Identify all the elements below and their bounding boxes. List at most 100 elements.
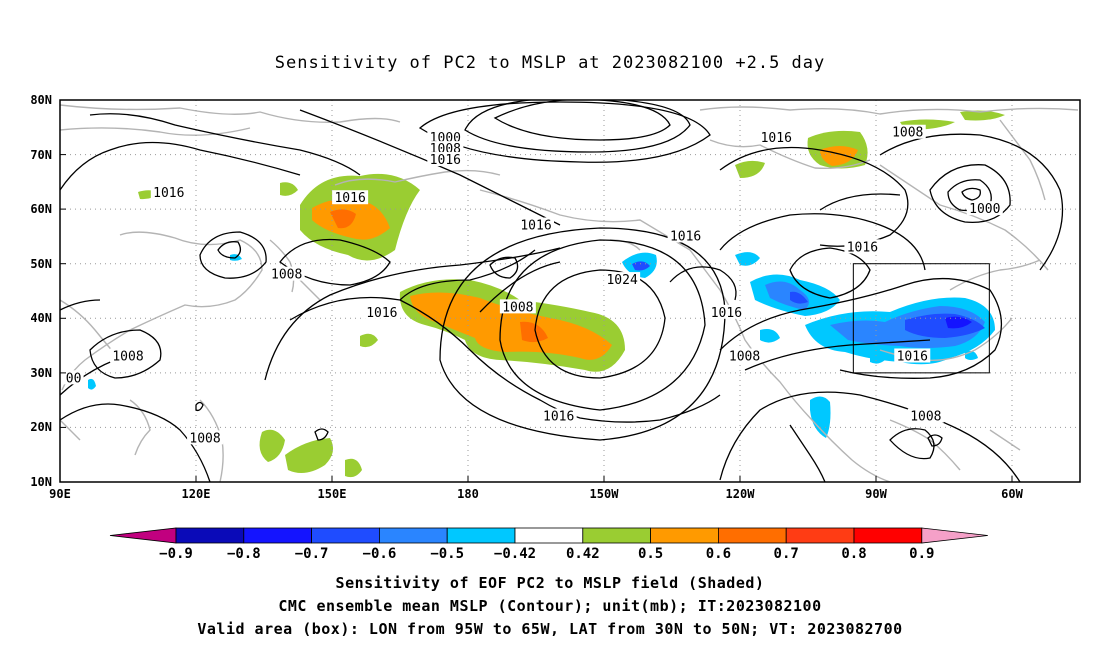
colorbar-tick-label: 0.8 bbox=[841, 546, 866, 562]
colorbar-cell bbox=[446, 527, 516, 544]
contour-label-bg bbox=[499, 299, 536, 314]
contour-label: 1008 bbox=[729, 349, 760, 364]
lon-tick-label: 120E bbox=[182, 487, 211, 501]
colorbar-cell bbox=[582, 527, 651, 544]
contour-label-bg bbox=[518, 217, 554, 232]
colorbar-tick-label: 0.7 bbox=[774, 546, 799, 562]
lon-tick-label: 120W bbox=[726, 487, 756, 501]
colorbar-tick-label: 0.9 bbox=[909, 546, 934, 562]
colorbar-tick-label: −0.9 bbox=[159, 546, 193, 562]
negative-sensitivity-shading bbox=[88, 252, 995, 438]
contour-label-bg bbox=[268, 266, 305, 281]
contour-label-bg bbox=[758, 130, 795, 145]
colorbar-cell bbox=[243, 527, 313, 544]
contour-label: 1024 bbox=[606, 273, 637, 288]
lat-tick-label: 10N bbox=[30, 475, 52, 489]
contour-label: 1016 bbox=[520, 219, 551, 234]
colorbar-tick-label: −0.7 bbox=[295, 546, 329, 562]
contour-label-bg bbox=[966, 201, 1003, 216]
caption-line-3: Valid area (box): LON from 95W to 65W, L… bbox=[197, 620, 902, 638]
contour-label: 1008 bbox=[502, 300, 533, 315]
colorbar-cell bbox=[378, 527, 448, 544]
figure-title: Sensitivity of PC2 to MSLP at 2023082100… bbox=[275, 53, 826, 73]
contour-label: 1016 bbox=[543, 410, 574, 425]
contour-label: 1008 bbox=[910, 410, 941, 425]
contour-label: 1016 bbox=[711, 306, 742, 321]
colorbar-cell bbox=[785, 527, 855, 544]
contour-label-bg bbox=[150, 184, 187, 199]
contour-label-bg bbox=[427, 152, 464, 167]
colorbar-cell-max bbox=[921, 527, 988, 544]
contour-label: 00 bbox=[66, 371, 82, 386]
colorbar-cell bbox=[311, 527, 380, 544]
colorbar-cell-min bbox=[109, 527, 177, 544]
longitude-axis: 90E 120E 150E 180 150W 120W 90W 60W bbox=[49, 487, 1023, 501]
lat-tick-label: 30N bbox=[30, 366, 52, 380]
colorbar-labels: −0.9 −0.8 −0.7 −0.6 −0.5 −0.42 0.42 0.5 0.6 0.7 0.… bbox=[159, 546, 934, 562]
contour-label: 1008 bbox=[112, 349, 143, 364]
contour-label: 1000 bbox=[969, 202, 1000, 217]
contour-label-bg bbox=[604, 272, 641, 287]
contour-label-bg bbox=[427, 130, 464, 145]
contour-label-bg bbox=[187, 430, 224, 445]
colorbar-tick-label: −0.8 bbox=[227, 546, 261, 562]
contour-label-bg bbox=[844, 239, 881, 254]
contour-label: 1016 bbox=[153, 186, 184, 201]
contour-label: 1016 bbox=[761, 131, 792, 146]
lon-tick-label: 180 bbox=[457, 487, 479, 501]
contour-label: 1016 bbox=[670, 229, 701, 244]
colorbar-cell bbox=[853, 527, 923, 544]
lon-tick-label: 90E bbox=[49, 487, 71, 501]
contour-label-bg bbox=[894, 348, 931, 363]
colorbar-tick-label: −0.6 bbox=[363, 546, 397, 562]
contour-label: 1016 bbox=[430, 153, 461, 168]
map-frame bbox=[59, 99, 1081, 483]
colorbar: −0.9 −0.8 −0.7 −0.6 −0.5 −0.42 0.42 0.5 0.6 0.7 0.… bbox=[109, 527, 988, 562]
contour-label-bg bbox=[889, 124, 926, 139]
colorbar-cell bbox=[718, 527, 787, 544]
contour-label-bg bbox=[667, 228, 704, 243]
axis-ticks bbox=[59, 99, 1013, 483]
colorbar-tick-label: −0.42 bbox=[494, 546, 536, 562]
contour-label-bg bbox=[540, 408, 577, 423]
lat-tick-label: 40N bbox=[30, 311, 52, 325]
lat-tick-label: 70N bbox=[30, 148, 52, 162]
contour-label-bg bbox=[427, 141, 464, 156]
contour-label-bg bbox=[907, 408, 944, 423]
lon-tick-label: 90W bbox=[865, 487, 887, 501]
contour-label-bg bbox=[332, 190, 369, 205]
contour-label-bg bbox=[110, 348, 146, 363]
lon-tick-label: 150W bbox=[590, 487, 620, 501]
caption: Sensitivity of EOF PC2 to MSLP field (Sh… bbox=[197, 574, 902, 638]
lat-tick-label: 60N bbox=[30, 202, 52, 216]
valid-area-box bbox=[852, 263, 990, 374]
contour-label: 1008 bbox=[271, 268, 302, 283]
contour-label: 1008 bbox=[892, 126, 923, 141]
positive-sensitivity-shading bbox=[138, 110, 1005, 478]
latitude-axis: 80N 70N 60N 50N 40N 30N 20N 10N bbox=[30, 93, 52, 489]
colorbar-cell bbox=[514, 527, 584, 544]
contour-label: 1008 bbox=[189, 431, 220, 446]
lat-tick-label: 50N bbox=[30, 257, 52, 271]
map-background bbox=[60, 100, 1080, 482]
lon-tick-label: 150E bbox=[318, 487, 347, 501]
contour-label-bg bbox=[708, 304, 745, 319]
colorbar-tick-label: 0.42 bbox=[566, 546, 600, 562]
colorbar-cell bbox=[175, 527, 245, 544]
lat-tick-label: 20N bbox=[30, 420, 52, 434]
contour-label-bg bbox=[363, 304, 400, 319]
lat-tick-label: 80N bbox=[30, 93, 52, 107]
contour-label-bg bbox=[726, 348, 763, 363]
colorbar-cells bbox=[109, 527, 988, 544]
lon-tick-label: 60W bbox=[1001, 487, 1023, 501]
colorbar-tick-label: 0.5 bbox=[638, 546, 663, 562]
colorbar-cell bbox=[650, 527, 719, 544]
contour-label: 1016 bbox=[334, 191, 365, 206]
colorbar-tick-label: 0.6 bbox=[706, 546, 731, 562]
caption-line-2: CMC ensemble mean MSLP (Contour); unit(m… bbox=[278, 597, 821, 615]
contour-label: 1016 bbox=[847, 240, 878, 255]
caption-line-1: Sensitivity of EOF PC2 to MSLP field (Sh… bbox=[336, 574, 765, 592]
